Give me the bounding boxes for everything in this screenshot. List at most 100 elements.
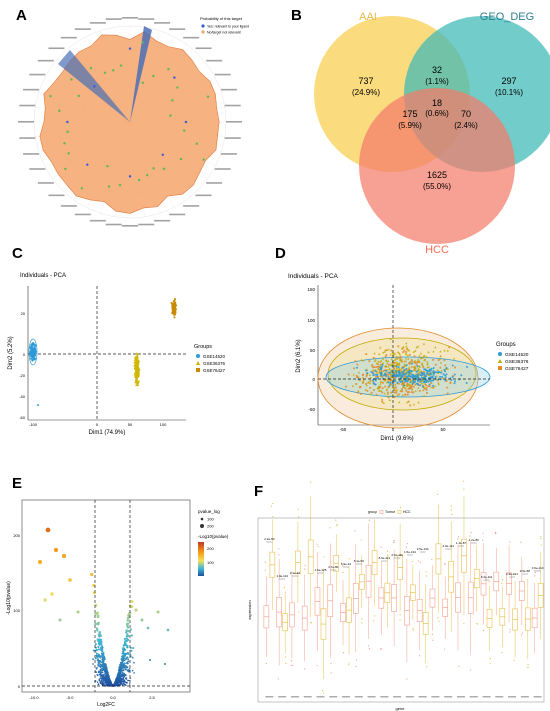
pca-d-point: [407, 369, 410, 372]
pca-d-point: [421, 364, 424, 367]
boxplot-outlier: [418, 560, 420, 562]
pca-d-point: [368, 373, 372, 376]
volcano-point: [96, 656, 99, 659]
pca-d-legend-item: GSE76427: [505, 366, 529, 372]
pca-d-point: [405, 357, 408, 360]
volcano-point: [121, 683, 123, 686]
volcano-point: [133, 661, 135, 664]
pca-d-point: [398, 368, 401, 371]
boxplot-outlier: [393, 541, 395, 543]
pca-d-point: [414, 389, 417, 392]
pca-d-point: [439, 355, 442, 358]
pca-d-point: [414, 365, 417, 368]
pca-d-point: [387, 396, 390, 399]
radar-point: [106, 164, 109, 168]
radar-point: [184, 120, 188, 124]
pca-d-point: [401, 385, 405, 388]
pca-d-point: [418, 364, 421, 368]
pca-d-point: [373, 383, 376, 386]
pca-d-point: [433, 371, 436, 374]
pca-c-point: [136, 354, 139, 357]
volcano-point: [133, 672, 135, 674]
volcano-point: [123, 653, 126, 656]
venn-count-hcc-only: 1625: [427, 170, 447, 180]
pca-d-point: [414, 349, 417, 352]
boxplot-xlabel: gene: [396, 706, 406, 711]
pca-c-point: [174, 311, 177, 314]
pca-c-point: [172, 310, 175, 313]
boxplot-outlier: [355, 666, 357, 668]
pca-c-point: [135, 383, 138, 386]
pca-d-point: [397, 375, 400, 378]
pca-d-point: [403, 386, 406, 389]
volcano-point: [105, 681, 107, 684]
pca-d-point: [385, 365, 387, 368]
pca-d-point: [423, 372, 426, 375]
boxplot-gene-label-bar: [405, 696, 414, 698]
pca-d-point: [453, 382, 456, 385]
boxplot-gene-label-bar: [495, 696, 504, 698]
pca-d-point: [380, 359, 383, 362]
boxplot-outlier: [534, 575, 536, 577]
boxplot-pvalue: 2.0e-111: [391, 553, 403, 557]
pca-d-point: [418, 368, 421, 371]
pca-d-point: [422, 342, 426, 345]
radar-spoke-label-bar: [226, 121, 242, 123]
volcano-point: [121, 655, 124, 658]
volcano-point: [61, 553, 67, 559]
boxplot-outlier: [399, 614, 401, 616]
volcano-point: [96, 629, 99, 632]
boxplot-outlier: [290, 664, 292, 666]
volcano-point: [146, 626, 150, 630]
volcano-point: [103, 679, 106, 682]
venn-count-all: 18: [432, 98, 442, 108]
pca-d-point: [366, 373, 368, 376]
volcano-point: [96, 622, 99, 626]
boxplot-pvalue: 1.6e-125: [315, 568, 327, 572]
boxplot-ylabel: expression: [247, 600, 252, 619]
pca-d-point: [417, 386, 420, 389]
pca-d-point: [416, 373, 419, 376]
boxplot-outlier: [438, 620, 440, 622]
pca-d-point: [432, 369, 435, 372]
volcano-point: [124, 681, 126, 684]
radar-point: [137, 178, 141, 182]
pca-c-legend: Groups GSE14520 GSE36376 GSE76427: [194, 344, 226, 373]
boxplot-outlier: [336, 524, 338, 527]
pca-c-point: [174, 298, 176, 300]
radar-spoke-label-bar: [23, 88, 40, 91]
radar-spoke-label-bar: [195, 47, 212, 50]
pca-c-point: [174, 310, 177, 313]
volcano-point: [125, 635, 128, 638]
boxplot-outlier: [298, 611, 300, 613]
boxplot-outlier: [513, 573, 515, 575]
boxplot-gene-label-bar: [342, 696, 351, 698]
boxplot-outlier: [451, 513, 453, 516]
volcano-point: [100, 677, 102, 680]
boxplot-legend: group Tumor HCC: [368, 510, 411, 514]
pca-d-point: [402, 351, 405, 354]
pca-d-point: [396, 393, 399, 396]
pca-d-point: [388, 371, 391, 374]
pca-d-point: [407, 387, 410, 390]
pca-d-point: [405, 372, 408, 375]
venn-label-hcc: HCC: [425, 244, 449, 256]
volcano-point: [119, 683, 121, 686]
radar-chart: [18, 17, 242, 227]
radar-point: [77, 94, 81, 98]
volcano-point: [101, 683, 103, 685]
pca-d-xtick: 50: [440, 427, 446, 432]
pca-d-point: [368, 393, 372, 396]
pca-c-point: [33, 348, 36, 351]
pca-c-point: [135, 361, 138, 365]
pca-d-point: [424, 375, 427, 378]
boxplot-outlier: [469, 535, 471, 537]
boxplot-outlier: [285, 662, 287, 664]
volcano-point: [128, 683, 131, 685]
boxplot-outlier: [405, 546, 407, 548]
pca-d-point: [403, 349, 406, 352]
pca-d-point: [425, 386, 428, 389]
boxplot-gene-label-bar: [469, 696, 478, 698]
pca-d-point: [375, 370, 378, 373]
pca-c-point: [136, 364, 139, 367]
